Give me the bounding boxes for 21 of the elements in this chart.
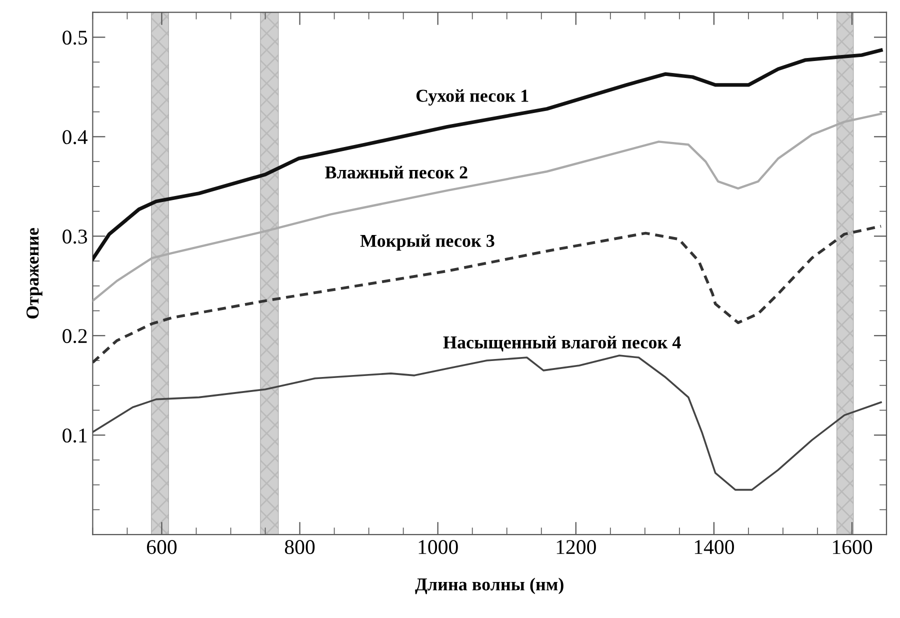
- x-tick-label: 1600: [832, 540, 872, 554]
- x-tick-label: 1200: [556, 540, 596, 554]
- x-tick-label: 1400: [694, 540, 734, 554]
- x-axis-title: Длина волны (нм): [415, 578, 564, 594]
- y-axis-title: Отражение: [26, 228, 42, 319]
- x-tick-label: 1000: [418, 540, 458, 554]
- line-series: [92, 224, 882, 364]
- line-series: [92, 354, 882, 491]
- x-tick-label: 800: [284, 540, 315, 554]
- y-tick-label: 0.4: [62, 130, 88, 144]
- series-label: Влажный песок 2: [325, 166, 468, 179]
- line-series: [92, 112, 882, 302]
- y-tick-label: 0.1: [62, 428, 87, 443]
- x-tick-label: 600: [146, 540, 177, 554]
- series-label: Насыщенный влагой песок 4: [443, 336, 681, 352]
- y-tick-label: 0.5: [62, 30, 88, 45]
- y-tick-label: 0.2: [62, 329, 87, 344]
- series-label: Сухой песок 1: [416, 89, 528, 106]
- line-series: [92, 48, 883, 261]
- y-tick-label: 0.3: [62, 230, 88, 244]
- series-label: Мокрый песок 3: [360, 234, 494, 251]
